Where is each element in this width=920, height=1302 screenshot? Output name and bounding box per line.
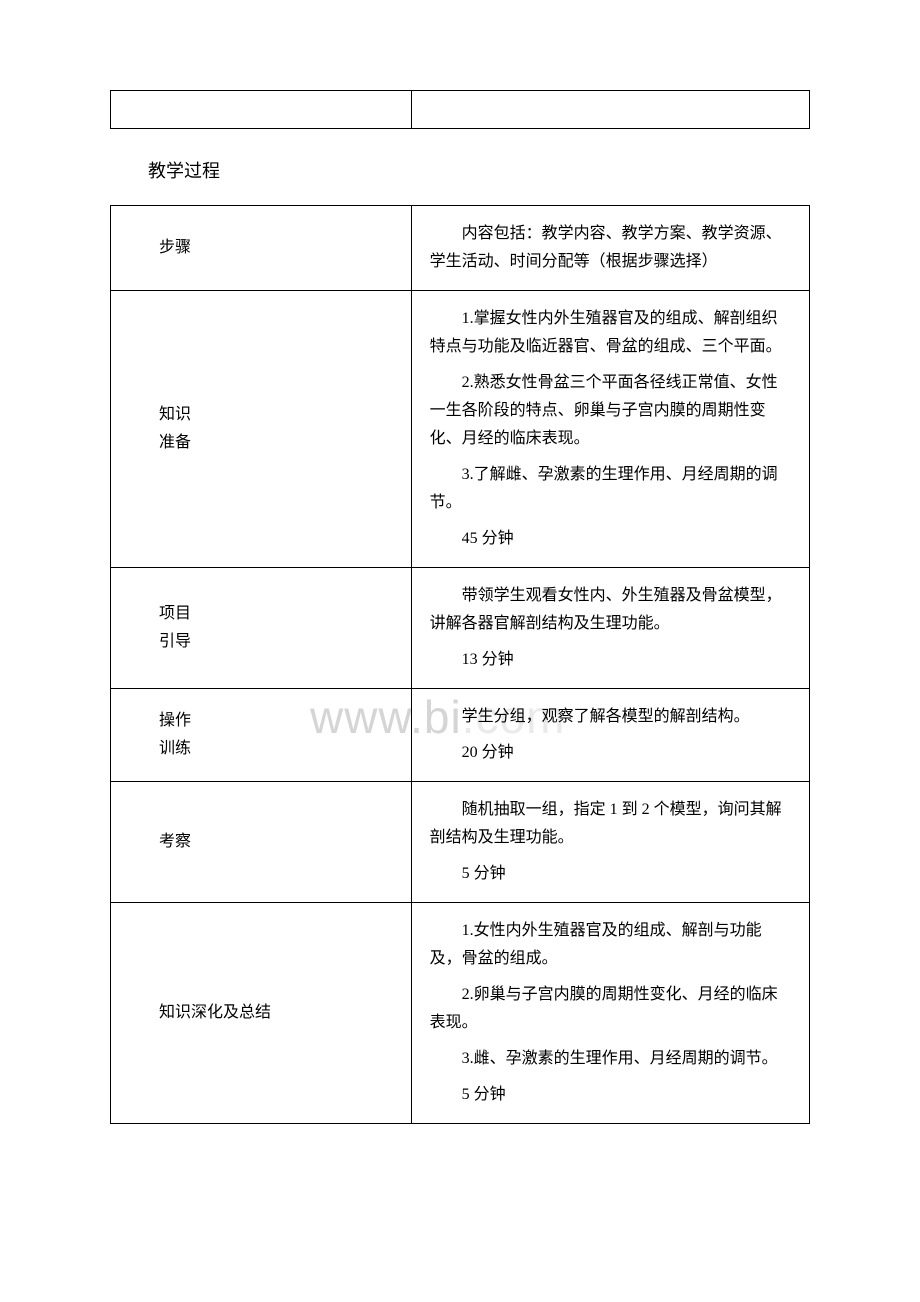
row-content-cell: 带领学生观看女性内、外生殖器及骨盆模型，讲解各器官解剖结构及生理功能。 13 分… <box>411 568 809 689</box>
time-text: 45 分钟 <box>430 525 791 553</box>
paragraph: 1.女性内外生殖器官及的组成、解剖与功能及，骨盆的组成。 <box>430 917 791 973</box>
table-row: 考察 随机抽取一组，指定 1 到 2 个模型，询问其解剖结构及生理功能。 5 分… <box>111 782 810 903</box>
empty-cell-right <box>411 91 809 129</box>
section-title: 教学过程 <box>148 157 810 183</box>
table-row: 知识深化及总结 1.女性内外生殖器官及的组成、解剖与功能及，骨盆的组成。 2.卵… <box>111 903 810 1124</box>
paragraph: 3.雌、孕激素的生理作用、月经周期的调节。 <box>430 1045 791 1073</box>
paragraph: 随机抽取一组，指定 1 到 2 个模型，询问其解剖结构及生理功能。 <box>430 796 791 852</box>
paragraph: 带领学生观看女性内、外生殖器及骨盆模型，讲解各器官解剖结构及生理功能。 <box>430 582 791 638</box>
empty-cell-left <box>111 91 412 129</box>
time-text: 13 分钟 <box>430 646 791 674</box>
table-row: 操作 训练 学生分组，观察了解各模型的解剖结构。 20 分钟 <box>111 689 810 782</box>
header-right-text: 内容包括：教学内容、教学方案、教学资源、学生活动、时间分配等（根据步骤选择） <box>430 220 791 276</box>
row-label-cell: 知识深化及总结 <box>111 903 412 1124</box>
row-label-line: 操作 <box>159 707 393 735</box>
paragraph: 学生分组，观察了解各模型的解剖结构。 <box>430 703 791 731</box>
row-label-line: 知识深化及总结 <box>159 999 393 1027</box>
paragraph: 2.卵巢与子宫内膜的周期性变化、月经的临床表现。 <box>430 981 791 1037</box>
row-label-cell: 考察 <box>111 782 412 903</box>
row-content-cell: 1.女性内外生殖器官及的组成、解剖与功能及，骨盆的组成。 2.卵巢与子宫内膜的周… <box>411 903 809 1124</box>
table-row <box>111 91 810 129</box>
empty-header-table <box>110 90 810 129</box>
row-label-line: 知识 <box>159 401 393 429</box>
header-right-cell: 内容包括：教学内容、教学方案、教学资源、学生活动、时间分配等（根据步骤选择） <box>411 206 809 291</box>
main-table: 步骤 内容包括：教学内容、教学方案、教学资源、学生活动、时间分配等（根据步骤选择… <box>110 205 810 1124</box>
paragraph: 3.了解雌、孕激素的生理作用、月经周期的调节。 <box>430 461 791 517</box>
row-label-cell: 知识 准备 <box>111 291 412 568</box>
time-text: 20 分钟 <box>430 739 791 767</box>
table-row: 项目 引导 带领学生观看女性内、外生殖器及骨盆模型，讲解各器官解剖结构及生理功能… <box>111 568 810 689</box>
page-wrapper: www.bi.com 教学过程 步骤 内容包括：教学内容、教学方案、教学资源、学… <box>110 90 810 1124</box>
table-row: 步骤 内容包括：教学内容、教学方案、教学资源、学生活动、时间分配等（根据步骤选择… <box>111 206 810 291</box>
row-label-line: 准备 <box>159 429 393 457</box>
table-row: 知识 准备 1.掌握女性内外生殖器官及的组成、解剖组织特点与功能及临近器官、骨盆… <box>111 291 810 568</box>
time-text: 5 分钟 <box>430 860 791 888</box>
row-content-cell: 1.掌握女性内外生殖器官及的组成、解剖组织特点与功能及临近器官、骨盆的组成、三个… <box>411 291 809 568</box>
header-left-cell: 步骤 <box>111 206 412 291</box>
paragraph: 1.掌握女性内外生殖器官及的组成、解剖组织特点与功能及临近器官、骨盆的组成、三个… <box>430 305 791 361</box>
row-label-cell: 操作 训练 <box>111 689 412 782</box>
row-content-cell: 学生分组，观察了解各模型的解剖结构。 20 分钟 <box>411 689 809 782</box>
row-label-line: 考察 <box>159 828 393 856</box>
header-left-label: 步骤 <box>159 239 191 256</box>
row-label-line: 引导 <box>159 628 393 656</box>
row-content-cell: 随机抽取一组，指定 1 到 2 个模型，询问其解剖结构及生理功能。 5 分钟 <box>411 782 809 903</box>
row-label-line: 训练 <box>159 735 393 763</box>
paragraph: 2.熟悉女性骨盆三个平面各径线正常值、女性一生各阶段的特点、卵巢与子宫内膜的周期… <box>430 369 791 453</box>
time-text: 5 分钟 <box>430 1081 791 1109</box>
row-label-line: 项目 <box>159 600 393 628</box>
row-label-cell: 项目 引导 <box>111 568 412 689</box>
